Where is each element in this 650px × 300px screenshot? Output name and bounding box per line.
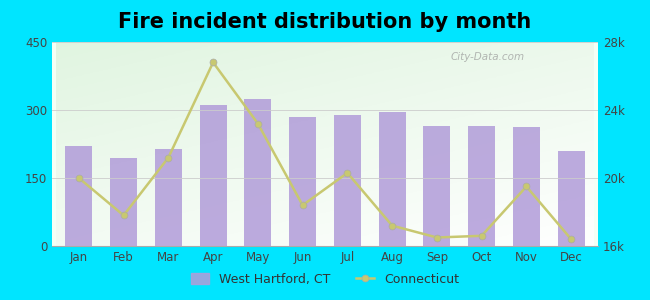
Legend: West Hartford, CT, Connecticut: West Hartford, CT, Connecticut: [185, 268, 465, 291]
Bar: [66, 146, 92, 246]
Text: City-Data.com: City-Data.com: [450, 52, 525, 62]
Bar: [244, 99, 271, 246]
Bar: [558, 151, 584, 246]
Bar: [111, 158, 137, 246]
Bar: [379, 112, 406, 246]
Bar: [468, 126, 495, 246]
Text: Fire incident distribution by month: Fire incident distribution by month: [118, 12, 532, 32]
Bar: [200, 106, 227, 246]
Bar: [289, 117, 316, 246]
Bar: [334, 115, 361, 246]
Bar: [423, 126, 450, 246]
Bar: [155, 148, 182, 246]
Bar: [513, 127, 540, 246]
